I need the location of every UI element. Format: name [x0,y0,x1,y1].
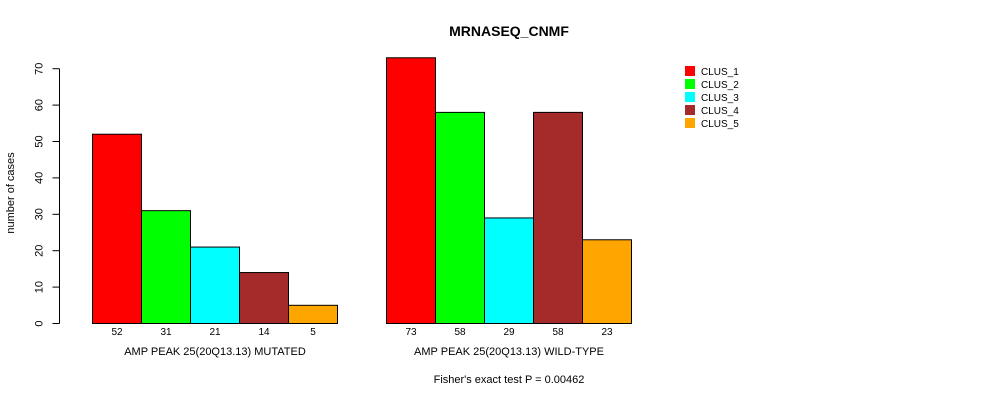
group-label: AMP PEAK 25(20Q13.13) WILD-TYPE [414,346,604,358]
y-tick-label: 50 [34,135,46,147]
bar [141,210,191,324]
bar-count-label: 23 [601,327,613,338]
bar-count-label: 58 [454,327,466,338]
legend-label: CLUS_2 [701,80,739,91]
bar-count-label: 29 [503,327,515,338]
legend-swatch [685,66,695,76]
bar [190,246,240,324]
legend-label: CLUS_3 [701,93,739,104]
legend-label: CLUS_5 [701,119,739,130]
y-tick-label: 20 [34,245,46,257]
bar [288,304,338,324]
y-tick-label: 0 [34,320,46,326]
y-tick-label: 30 [34,208,46,220]
y-tick-label: 70 [34,63,46,75]
bar [239,272,289,325]
bar [435,111,485,324]
legend-label: CLUS_1 [701,67,739,78]
bar [484,217,534,324]
legend-swatch [685,118,695,128]
group-label: AMP PEAK 25(20Q13.13) MUTATED [124,346,306,358]
fisher-test-footer: Fisher's exact test P = 0.00462 [434,374,585,386]
bar-count-label: 5 [310,327,316,338]
bar-count-label: 21 [209,327,221,338]
y-tick-label: 60 [34,99,46,111]
bar-count-label: 73 [405,327,417,338]
bar [386,57,436,324]
bar [533,111,583,324]
bar [582,239,632,324]
bar [92,133,142,324]
bar-count-label: 58 [552,327,564,338]
legend-label: CLUS_4 [701,106,739,117]
legend-swatch [685,105,695,115]
chart-title: MRNASEQ_CNMF [449,23,569,39]
bar-count-label: 52 [111,327,123,338]
legend-swatch [685,92,695,102]
y-tick-label: 10 [34,281,46,293]
y-tick-label: 40 [34,172,46,184]
y-axis-label: number of cases [5,152,17,234]
legend-swatch [685,79,695,89]
bar-count-label: 14 [258,327,270,338]
bar-count-label: 31 [160,327,172,338]
